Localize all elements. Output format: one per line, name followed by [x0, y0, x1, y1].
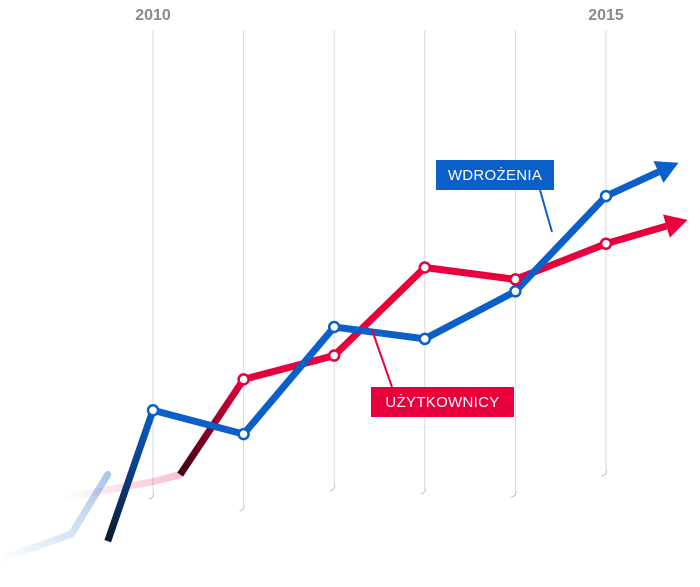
data-point-uzytkownicy-2 [418, 261, 432, 274]
callout-box-uzytkownicy [371, 387, 514, 417]
callout-leader-wdrozenia [539, 189, 553, 233]
tick-label-2015: 2015 [588, 7, 624, 24]
data-point-wdrozenia-0 [146, 404, 160, 417]
gridline-foot-2013 [420, 487, 426, 495]
series-shade-wdrozenia [104, 409, 157, 543]
series-callouts: WDROŻENIA UŻYTKOWNICY [371, 160, 554, 417]
legend-label-uzytkownicy: UŻYTKOWNICY [385, 393, 499, 411]
gridlines [148, 30, 607, 512]
data-point-uzytkownicy-0 [237, 373, 250, 386]
legend-label-wdrozenia: WDROŻENIA [448, 166, 542, 184]
series-arrowhead-uzytkownicy [663, 214, 688, 238]
data-point-wdrozenia-2 [327, 320, 341, 334]
data-point-uzytkownicy-3 [509, 273, 522, 286]
data-point-wdrozenia-1 [237, 427, 250, 441]
callout-leader-uzytkownicy [371, 329, 393, 388]
data-point-wdrozenia-4 [509, 285, 522, 298]
data-point-wdrozenia-5 [599, 189, 613, 203]
gridline-foot-2015 [601, 469, 607, 477]
data-point-uzytkownicy-1 [327, 349, 341, 362]
data-point-wdrozenia-3 [418, 332, 432, 346]
data-point-uzytkownicy-4 [599, 237, 613, 250]
gridline-foot-2010 [148, 492, 154, 500]
series-points [146, 189, 613, 441]
callout-box-wdrozenia [436, 160, 554, 190]
series-lines [0, 161, 688, 564]
series-arrowhead-wdrozenia [653, 161, 679, 183]
series-fade-wdrozenia [0, 471, 112, 564]
gridline-foot-2011 [239, 504, 245, 512]
gridline-foot-2012 [330, 484, 336, 492]
year-tick-labels: 2010 2015 [135, 7, 624, 24]
series-line-uzytkownicy [242, 222, 668, 383]
tick-label-2010: 2010 [135, 7, 171, 24]
gridline-foot-2014 [511, 490, 517, 498]
